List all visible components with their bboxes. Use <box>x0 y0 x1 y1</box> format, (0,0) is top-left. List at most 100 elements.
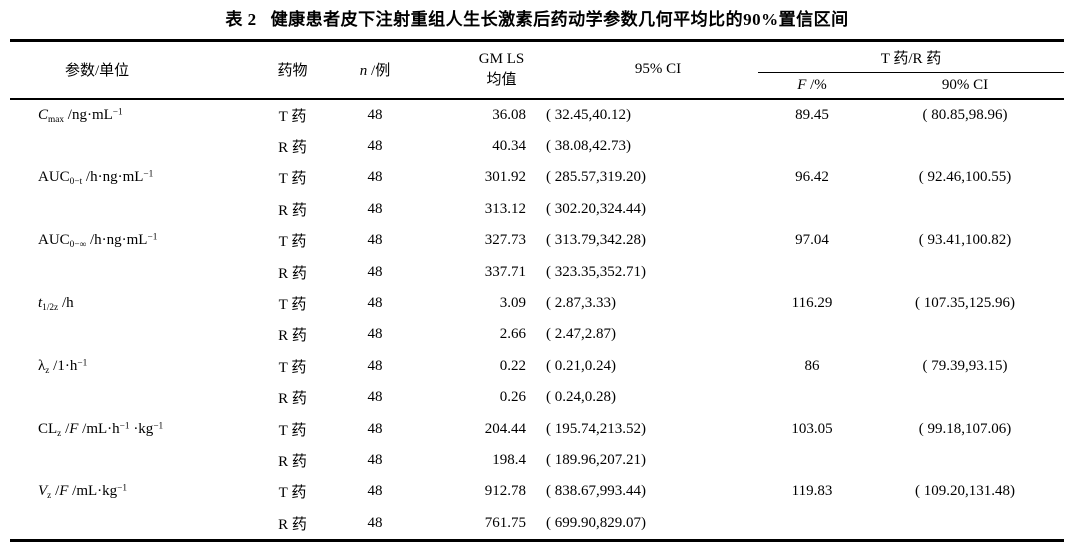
ci95-cell: ( 313.79,342.28) <box>546 232 646 249</box>
f-percent-cell: 119.83 <box>791 483 833 500</box>
gm-ls-mean-cell: 40.34 <box>492 138 526 155</box>
table-row: AUC0−t /h·ng·mL−1 T 药 48 301.92 ( 285.57,319… <box>10 162 1064 193</box>
ci95-cell: ( 285.57,319.20) <box>546 169 646 186</box>
table-row: R 药 48 761.75 ( 699.90,829.07) <box>10 508 1064 541</box>
param-cell: λz /1·h−1 <box>38 357 88 376</box>
f-percent-cell: 96.42 <box>795 169 829 186</box>
f-percent-cell <box>758 131 866 162</box>
param-cell: Cmax /ng·mL−1 <box>38 106 123 125</box>
param-cell: AUC0−∞ /h·ng·mL−1 <box>38 232 158 251</box>
table-row: Cmax /ng·mL−1 T 药 48 36.08 ( 32.45,40.12) 89.… <box>10 99 1064 131</box>
pk-parameters-table: 参数/单位 药物 n /例 GM LS 均值 95% CI T 药/R 药 F … <box>10 39 1065 542</box>
n-cell: 48 <box>367 200 383 217</box>
n-cell: 48 <box>367 389 383 406</box>
f-percent-cell: 116.29 <box>791 295 833 312</box>
ci95-cell: ( 838.67,993.44) <box>546 483 646 500</box>
drug-cell: R 药 <box>278 391 307 408</box>
drug-cell: R 药 <box>278 202 307 219</box>
table-title: 健康患者皮下注射重组人生长激素后药动学参数几何平均比的90%置信区间 <box>270 10 849 29</box>
gm-ls-mean-cell: 912.78 <box>484 483 526 500</box>
gm-ls-mean-cell: 3.09 <box>499 295 526 312</box>
table-row: R 药 48 337.71 ( 323.35,352.71) <box>10 256 1064 287</box>
gm-ls-mean-cell: 198.4 <box>492 451 526 468</box>
ci90-cell <box>866 256 1064 287</box>
table-body: Cmax /ng·mL−1 T 药 48 36.08 ( 32.45,40.12) 89.… <box>10 99 1064 541</box>
ci95-cell: ( 32.45,40.12) <box>546 106 631 123</box>
gm-ls-mean-cell: 313.12 <box>484 200 526 217</box>
gm-ls-mean-cell: 36.08 <box>492 106 526 123</box>
n-cell: 48 <box>367 263 383 280</box>
n-cell: 48 <box>367 483 383 500</box>
drug-cell: T 药 <box>278 422 307 439</box>
drug-cell: T 药 <box>278 171 307 188</box>
ci90-cell: ( 107.35,125.96) <box>915 295 1015 312</box>
n-cell: 48 <box>367 451 383 468</box>
col-header-drug: 药物 <box>250 40 335 100</box>
ci90-cell: ( 92.46,100.55) <box>918 169 1012 186</box>
col-header-parameter-unit: 参数/单位 <box>10 40 250 100</box>
table-row: R 药 48 40.34 ( 38.08,42.73) <box>10 131 1064 162</box>
param-cell <box>10 382 250 413</box>
gm-ls-mean-cell: 327.73 <box>484 232 526 249</box>
ci90-cell <box>866 194 1064 225</box>
ci95-cell: ( 2.47,2.87) <box>546 326 616 343</box>
table-number: 表 2 <box>225 10 257 29</box>
table-row: λz /1·h−1 T 药 48 0.22 ( 0.21,0.24) 86 ( 79.39,… <box>10 351 1064 382</box>
ci95-cell: ( 2.87,3.33) <box>546 295 616 312</box>
f-percent-cell: 103.05 <box>791 420 833 437</box>
f-percent-cell <box>758 508 866 541</box>
f-percent-cell <box>758 445 866 476</box>
n-cell: 48 <box>367 232 383 249</box>
col-header-t-over-r-ratio: T 药/R 药 <box>758 40 1065 73</box>
gm-ls-mean-cell: 0.22 <box>499 357 526 374</box>
param-cell <box>10 319 250 350</box>
param-cell <box>10 194 250 225</box>
gm-ls-mean-cell: 2.66 <box>499 326 526 343</box>
ci90-cell <box>866 319 1064 350</box>
gm-ls-mean-cell: 761.75 <box>484 514 526 531</box>
col-header-f-percent: F /% <box>758 72 866 100</box>
ci95-cell: ( 323.35,352.71) <box>546 263 646 280</box>
drug-cell: T 药 <box>278 108 307 125</box>
col-header-95ci: 95% CI <box>530 40 758 100</box>
gm-ls-mean-cell: 0.26 <box>499 389 526 406</box>
ci90-cell <box>866 445 1064 476</box>
param-cell: t1/2z /h <box>38 295 74 313</box>
ci95-cell: ( 302.20,324.44) <box>546 200 646 217</box>
drug-cell: T 药 <box>278 485 307 502</box>
col-header-n: n /例 <box>335 40 415 100</box>
ci90-cell: ( 93.41,100.82) <box>918 232 1012 249</box>
n-cell: 48 <box>367 106 383 123</box>
ci90-cell <box>866 508 1064 541</box>
table-row: R 药 48 0.26 ( 0.24,0.28) <box>10 382 1064 413</box>
n-cell: 48 <box>367 514 383 531</box>
drug-cell: T 药 <box>278 234 307 251</box>
n-cell: 48 <box>367 169 383 186</box>
f-percent-cell <box>758 194 866 225</box>
n-cell: 48 <box>367 420 383 437</box>
f-percent-cell <box>758 256 866 287</box>
ci90-cell: ( 99.18,107.06) <box>918 420 1012 437</box>
ci95-cell: ( 699.90,829.07) <box>546 514 646 531</box>
param-cell: AUC0−t /h·ng·mL−1 <box>38 169 154 188</box>
table-row: Vz /F /mL·kg−1 T 药 48 912.78 ( 838.67,993.44… <box>10 476 1064 507</box>
param-cell <box>10 131 250 162</box>
f-percent-cell <box>758 319 866 350</box>
table-row: R 药 48 313.12 ( 302.20,324.44) <box>10 194 1064 225</box>
gm-ls-mean-cell: 301.92 <box>484 169 526 186</box>
table-row: t1/2z /h T 药 48 3.09 ( 2.87,3.33) 116.29 ( 107… <box>10 288 1064 319</box>
ci95-cell: ( 0.21,0.24) <box>546 357 616 374</box>
gm-ls-mean-cell: 204.44 <box>484 420 526 437</box>
ci95-cell: ( 195.74,213.52) <box>546 420 646 437</box>
drug-cell: T 药 <box>278 359 307 376</box>
param-cell: Vz /F /mL·kg−1 <box>38 483 128 502</box>
col-header-90ci: 90% CI <box>866 72 1065 100</box>
ci90-cell: ( 80.85,98.96) <box>922 106 1008 123</box>
ci95-cell: ( 38.08,42.73) <box>546 138 631 155</box>
drug-cell: R 药 <box>278 453 307 470</box>
n-cell: 48 <box>367 357 383 374</box>
f-percent-cell: 97.04 <box>795 232 829 249</box>
drug-cell: T 药 <box>278 297 307 314</box>
n-cell: 48 <box>367 326 383 343</box>
drug-cell: R 药 <box>278 516 307 533</box>
